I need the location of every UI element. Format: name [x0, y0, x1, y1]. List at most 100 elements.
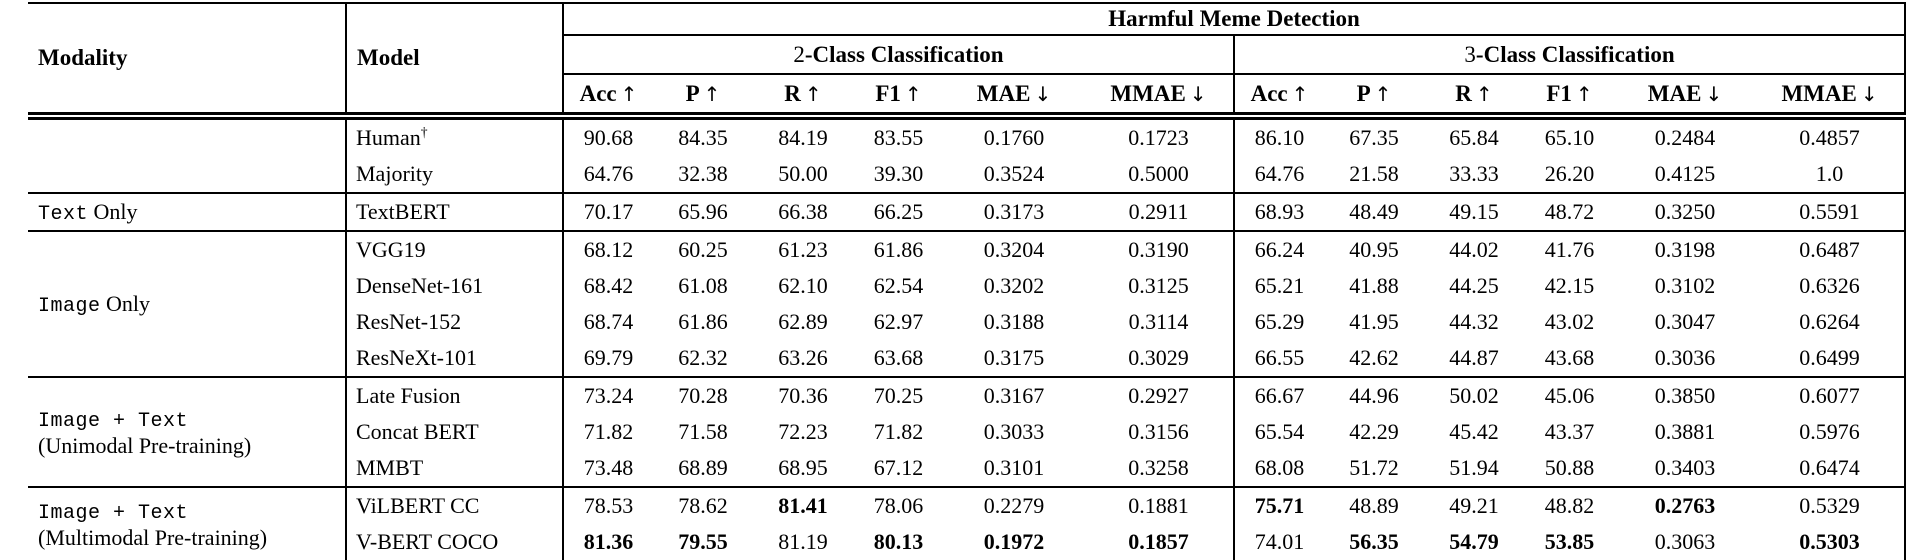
value-cell: 43.68 — [1544, 345, 1595, 370]
value-cell: 68.93 — [1234, 192, 1324, 231]
value-cell: 44.25 — [1449, 273, 1499, 298]
metric-header-r: R ↑ — [753, 74, 853, 120]
value-cell: 39.30 — [873, 161, 924, 186]
header-row-title: Modality Model Harmful Meme Detection — [28, 3, 1907, 120]
value-cell: 66.67 — [1234, 376, 1324, 414]
table-title: Harmful Meme Detection — [563, 3, 1907, 36]
value-cell: 75.71 — [1234, 486, 1324, 524]
value-cell: 48.49 — [1324, 192, 1424, 231]
value-cell: 48.72 — [1524, 192, 1615, 231]
up-arrow-icon: ↑ — [1291, 81, 1309, 106]
results-table: Modality Model Harmful Meme Detection 2-… — [28, 2, 1907, 560]
value-cell: 0.3250 — [1615, 192, 1755, 231]
value-cell: 70.28 — [653, 376, 753, 414]
table-body: Human† 90.68 84.35 84.19 83.55 0.1760 0.1723 86… — [28, 116, 1907, 560]
value-cell: 0.3190 — [1084, 230, 1235, 268]
table-row: ResNet-152 68.74 61.86 62.89 62.97 0.3188 0.31… — [28, 304, 1907, 340]
value-cell: 0.3204 — [944, 230, 1084, 268]
value-cell: 68.12 — [563, 230, 653, 268]
value-cell: 66.24 — [1234, 230, 1324, 268]
value-cell: 48.82 — [1524, 486, 1615, 524]
value-cell: 42.29 — [1349, 419, 1399, 444]
value-cell: 65.21 — [1254, 273, 1305, 298]
value-cell: 54.79 — [1449, 529, 1499, 554]
model-cell: TextBERT — [346, 192, 564, 231]
group-3-label: -Class Classification — [1475, 41, 1675, 67]
value-cell: 71.58 — [678, 419, 728, 444]
value-cell: 41.76 — [1524, 230, 1615, 268]
value-cell: 41.95 — [1349, 309, 1399, 334]
value-cell: 61.08 — [678, 273, 728, 298]
model-cell: DenseNet-161 — [346, 268, 564, 304]
value-cell: 51.72 — [1349, 455, 1399, 480]
value-cell: 81.41 — [753, 486, 853, 524]
group-2-label: -Class Classification — [804, 41, 1004, 67]
model-cell: Late Fusion — [346, 376, 564, 414]
group-2-number: 2 — [793, 41, 805, 67]
metric-header-mae: MAE ↓ — [944, 74, 1084, 120]
value-cell: 0.2484 — [1654, 125, 1716, 150]
value-cell: 56.35 — [1349, 529, 1399, 554]
value-cell: 44.32 — [1449, 309, 1499, 334]
value-cell: 84.35 — [678, 125, 728, 150]
model-cell: Concat BERT — [346, 414, 564, 450]
modality-plain-label: Only — [88, 198, 138, 224]
value-cell: 0.3175 — [983, 345, 1045, 370]
down-arrow-icon: ↓ — [1860, 81, 1878, 106]
value-cell: 0.2279 — [944, 486, 1084, 524]
header-row-metrics: Acc ↑ P ↑ R ↑ F1 ↑ MAE ↓ MMAE ↓ Acc ↑ P ↑ R ↑ F1 ↑… — [28, 74, 1907, 120]
value-cell: 0.2911 — [1084, 192, 1235, 231]
value-cell: 0.3202 — [983, 273, 1045, 298]
value-cell: 79.55 — [678, 529, 728, 554]
table-row: V-BERT COCO 81.36 79.55 81.19 80.13 0.1972 0.1… — [28, 524, 1907, 560]
value-cell: 83.55 — [873, 125, 924, 150]
value-cell: 44.02 — [1424, 230, 1524, 268]
table-row: Human† 90.68 84.35 84.19 83.55 0.1760 0.1723 86… — [28, 116, 1907, 193]
metric-header-r: R ↑ — [1424, 74, 1524, 120]
value-cell: 0.4125 — [1654, 161, 1716, 186]
modality-line1: Text Only — [38, 199, 341, 226]
metric-header-f1: F1 ↑ — [853, 74, 944, 120]
table-row: ResNeXt-101 69.79 62.32 63.26 63.68 0.3175 0.3… — [28, 340, 1907, 377]
value-cell: 0.4857 — [1755, 116, 1907, 156]
value-cell: 73.24 — [563, 376, 653, 414]
value-cell: 44.87 — [1449, 345, 1499, 370]
value-cell: 66.55 — [1254, 345, 1305, 370]
value-cell: 49.15 — [1424, 192, 1524, 231]
value-cell: 0.5329 — [1755, 486, 1907, 524]
value-cell: 0.5303 — [1755, 524, 1907, 560]
value-cell: 50.88 — [1544, 455, 1595, 480]
value-cell: 69.79 — [583, 345, 634, 370]
value-cell: 0.3173 — [944, 192, 1084, 231]
value-cell: 0.1972 — [983, 529, 1045, 554]
metric-header-p: P ↑ — [653, 74, 753, 120]
value-cell: 90.68 — [583, 125, 634, 150]
value-cell: 62.89 — [778, 309, 828, 334]
table-row: MMBT 73.48 68.89 68.95 67.12 0.3101 0.3258 68.0… — [28, 450, 1907, 487]
value-cell: 41.88 — [1349, 273, 1399, 298]
metric-header-p: P ↑ — [1324, 74, 1424, 120]
value-cell: 68.74 — [583, 309, 634, 334]
value-cell: 0.5591 — [1755, 192, 1907, 231]
value-cell: 71.82 — [873, 419, 924, 444]
value-cell: 44.96 — [1324, 376, 1424, 414]
value-cell: 0.3188 — [983, 309, 1045, 334]
value-cell: 26.20 — [1544, 161, 1595, 186]
value-cell: 65.54 — [1254, 419, 1305, 444]
value-cell: 50.02 — [1424, 376, 1524, 414]
value-cell: 33.33 — [1449, 161, 1499, 186]
value-cell: 0.3167 — [944, 376, 1084, 414]
value-cell: 0.3850 — [1615, 376, 1755, 414]
value-cell: 0.3047 — [1654, 309, 1716, 334]
value-cell: 0.1760 — [983, 125, 1045, 150]
modality-cell — [28, 116, 347, 193]
metric-header-acc: Acc ↑ — [563, 74, 653, 120]
table-row: DenseNet-161 68.42 61.08 62.10 62.54 0.3202 0.… — [28, 268, 1907, 304]
group-3-number: 3 — [1464, 41, 1476, 67]
value-cell: 71.82 — [583, 419, 634, 444]
modality-cell: Text Only — [28, 192, 347, 231]
model-cell: ResNet-152 — [346, 304, 564, 340]
modality-line1: Image + Text — [38, 406, 341, 433]
value-cell: 68.42 — [583, 273, 634, 298]
value-cell: 67.35 — [1349, 125, 1399, 150]
